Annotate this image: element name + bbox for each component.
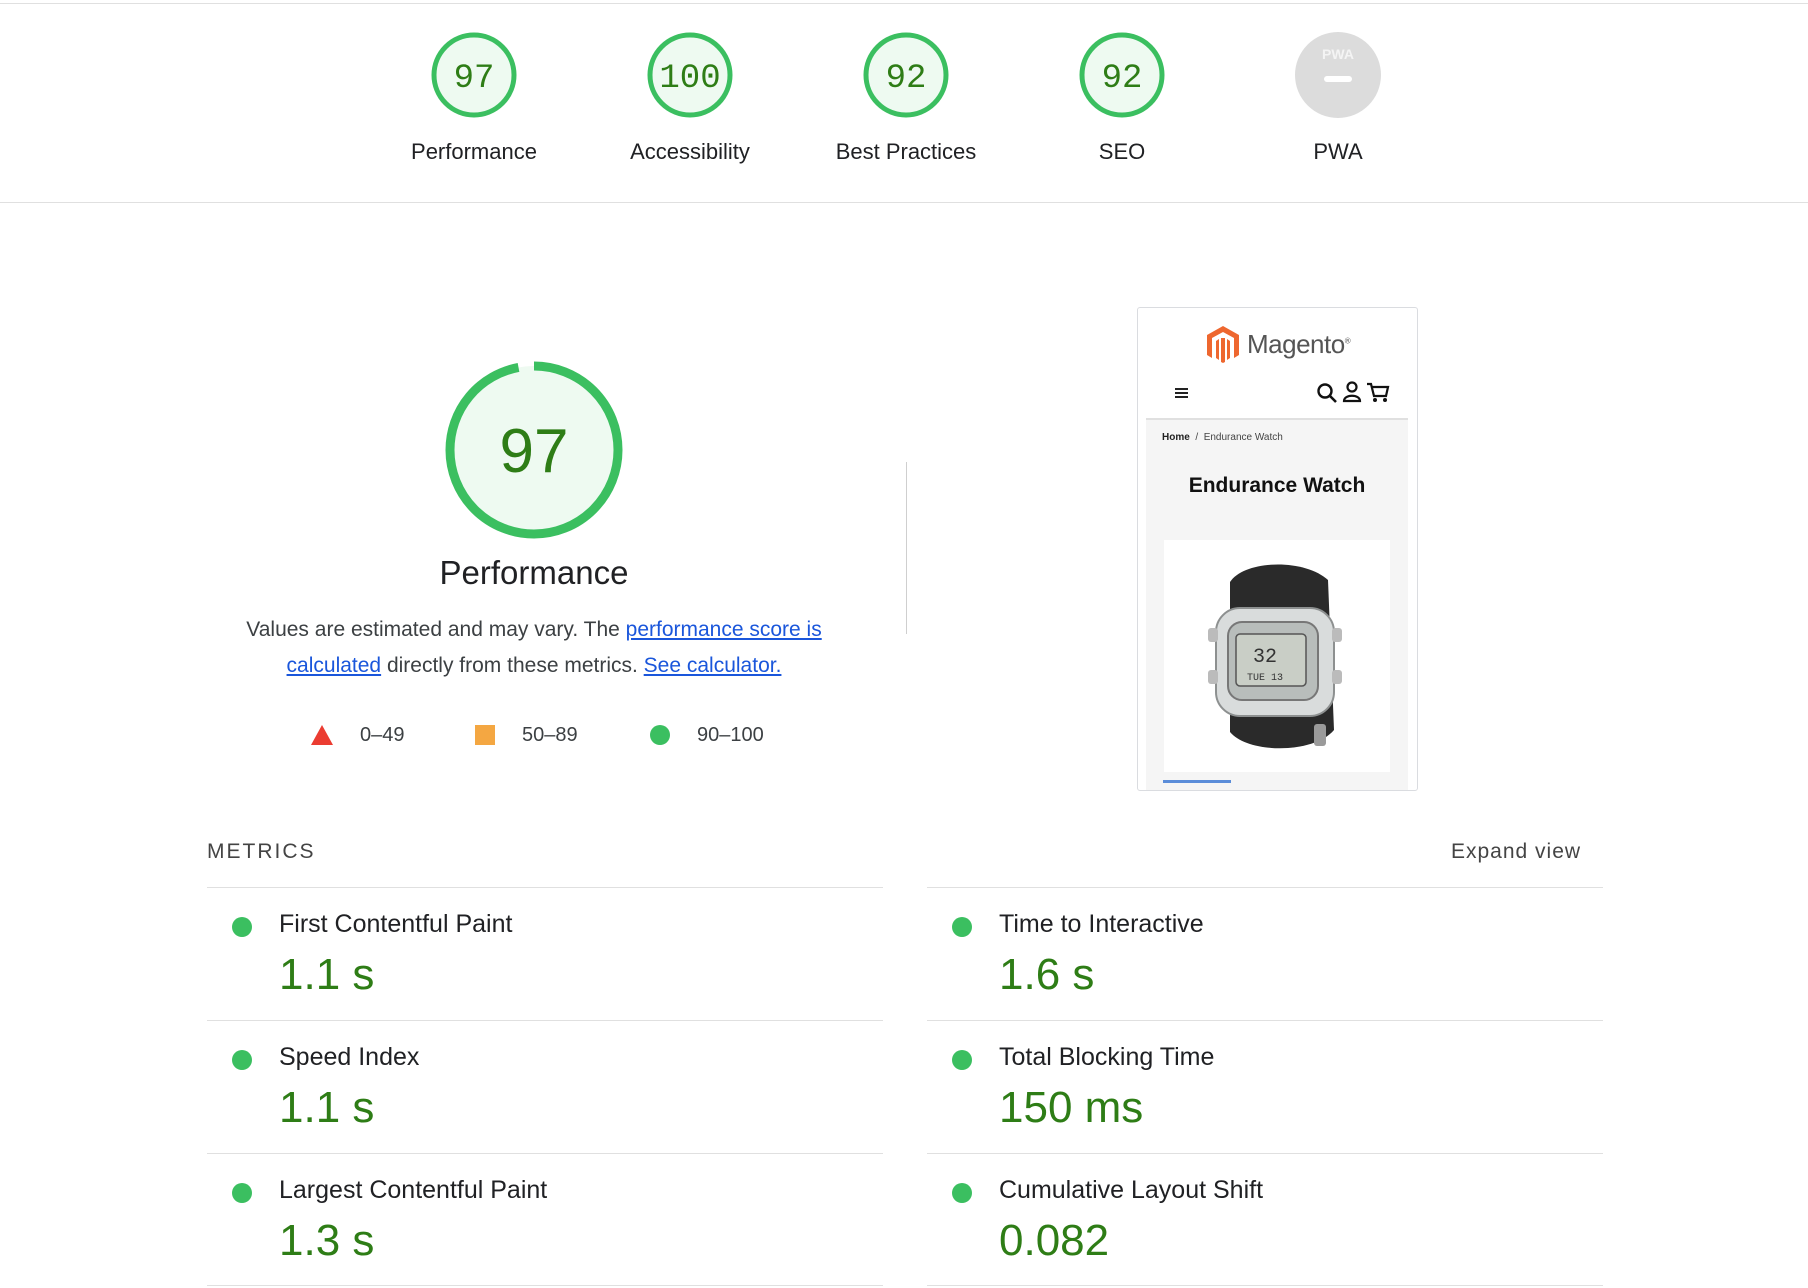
metrics-divider [207, 1153, 883, 1154]
metric-time-to-interactive: Time to Interactive 1.6 s [927, 888, 1603, 1020]
gauge-score: 92 [1102, 60, 1143, 98]
metric-speed-index: Speed Index 1.1 s [207, 1021, 883, 1153]
square-icon [475, 725, 495, 745]
metric-title: Cumulative Layout Shift [999, 1176, 1264, 1204]
score-gauges-header: 97 Performance 100 Accessibility 92 Best… [0, 4, 1808, 203]
product-image: 32 TUE 13 [1164, 540, 1390, 772]
legend-pass: 90–100 [649, 720, 764, 750]
gauge-ring: 92 [863, 32, 949, 118]
cart-icon [1367, 382, 1390, 402]
screenshot-nav [1146, 370, 1408, 420]
gauge-best-practices[interactable]: 92 Best Practices [806, 31, 1006, 165]
metric-value: 1.3 s [279, 1216, 375, 1265]
hamburger-menu-icon [1175, 388, 1188, 398]
metric-value: 0.082 [999, 1216, 1110, 1265]
desc-prefix: Values are estimated and may vary. The [246, 618, 626, 641]
account-icon [1342, 381, 1362, 403]
performance-gauge-large: 97 [434, 350, 634, 555]
pwa-badge-text: PWA [1322, 46, 1354, 62]
metric-total-blocking-time: Total Blocking Time 150 ms [927, 1021, 1603, 1153]
pass-circle-icon [952, 1050, 972, 1070]
screenshot-scroll-indicator [1163, 780, 1231, 783]
performance-score: 97 [500, 417, 569, 486]
gauge-label: PWA [1313, 139, 1363, 164]
pass-circle-icon [232, 917, 252, 937]
screenshot-product: Endurance Watch 32 TUE 13 [1146, 456, 1408, 790]
vertical-divider [906, 462, 907, 634]
metric-value: 1.1 s [279, 950, 375, 999]
metric-value: 1.6 s [999, 950, 1095, 999]
gauge-score: 92 [886, 60, 927, 98]
legend-range: 0–49 [360, 723, 405, 746]
circle-icon [650, 725, 670, 745]
top-divider [0, 3, 1808, 4]
metrics-divider [207, 887, 883, 888]
metric-title: Largest Contentful Paint [279, 1176, 548, 1204]
legend-range: 90–100 [697, 723, 764, 746]
metric-value: 150 ms [999, 1083, 1144, 1132]
pwa-badge-icon: PWA [1295, 32, 1381, 118]
svg-text:TUE 13: TUE 13 [1247, 673, 1283, 684]
metrics-divider [927, 1153, 1603, 1154]
metric-value: 1.1 s [279, 1083, 375, 1132]
logo-text: Magento® [1247, 328, 1351, 359]
gauge-pwa[interactable]: PWA PWA [1238, 31, 1438, 165]
gauge-label: Performance [411, 139, 537, 164]
search-icon [1317, 383, 1337, 403]
legend-fail: 0–49 [310, 720, 405, 750]
gauge-score: 100 [659, 60, 720, 98]
legend-range: 50–89 [522, 723, 578, 746]
metric-title: Time to Interactive [999, 910, 1204, 938]
metric-title: First Contentful Paint [279, 910, 513, 938]
metric-title: Speed Index [279, 1043, 420, 1071]
pass-circle-icon [232, 1050, 252, 1070]
pass-circle-icon [952, 917, 972, 937]
performance-score-link[interactable]: performance score is calculated [286, 618, 822, 677]
gauge-label: Accessibility [630, 139, 750, 164]
performance-title: Performance [439, 554, 629, 591]
gauge-score: 97 [454, 60, 495, 98]
metric-first-contentful-paint: First Contentful Paint 1.1 s [207, 888, 883, 1020]
gauge-seo[interactable]: 92 SEO [1022, 31, 1222, 165]
see-calculator-link[interactable]: See calculator. [643, 654, 782, 677]
gauge-ring: 92 [1079, 32, 1165, 118]
metrics-divider [927, 1285, 1603, 1286]
gauge-label: Best Practices [835, 139, 977, 164]
metric-title: Total Blocking Time [999, 1043, 1215, 1071]
metrics-divider [927, 887, 1603, 888]
watch-image-icon: 32 TUE 13 [1208, 564, 1342, 749]
metric-cumulative-layout-shift: Cumulative Layout Shift 0.082 [927, 1154, 1603, 1286]
product-title: Endurance Watch [1188, 474, 1366, 497]
svg-text:32: 32 [1253, 646, 1277, 669]
metrics-divider [927, 1020, 1603, 1021]
final-screenshot[interactable]: Magento® Home / Endurance Watch Enduranc… [1137, 307, 1418, 791]
metric-largest-contentful-paint: Largest Contentful Paint 1.3 s [207, 1154, 883, 1286]
performance-description: Values are estimated and may vary. The p… [224, 612, 844, 684]
gauge-label: SEO [1098, 139, 1146, 164]
desc-middle: directly from these metrics. [381, 654, 644, 677]
performance-ring-icon: 97 [445, 361, 623, 539]
metrics-divider [207, 1285, 883, 1286]
pass-circle-icon [952, 1183, 972, 1203]
gauge-accessibility[interactable]: 100 Accessibility [590, 31, 790, 165]
pass-circle-icon [232, 1183, 252, 1203]
legend-average: 50–89 [474, 720, 578, 750]
screenshot-breadcrumb: Home / Endurance Watch [1146, 420, 1408, 456]
magento-logo-icon [1207, 326, 1239, 363]
magento-logo: Magento® [1205, 324, 1351, 364]
gauge-performance[interactable]: 97 Performance [374, 31, 574, 165]
metrics-heading: METRICS [207, 840, 316, 863]
metrics-divider [207, 1020, 883, 1021]
expand-view-toggle[interactable]: Expand view [1451, 840, 1582, 863]
gauge-ring: 100 [647, 32, 733, 118]
triangle-icon [311, 725, 333, 745]
gauge-ring: 97 [431, 32, 517, 118]
